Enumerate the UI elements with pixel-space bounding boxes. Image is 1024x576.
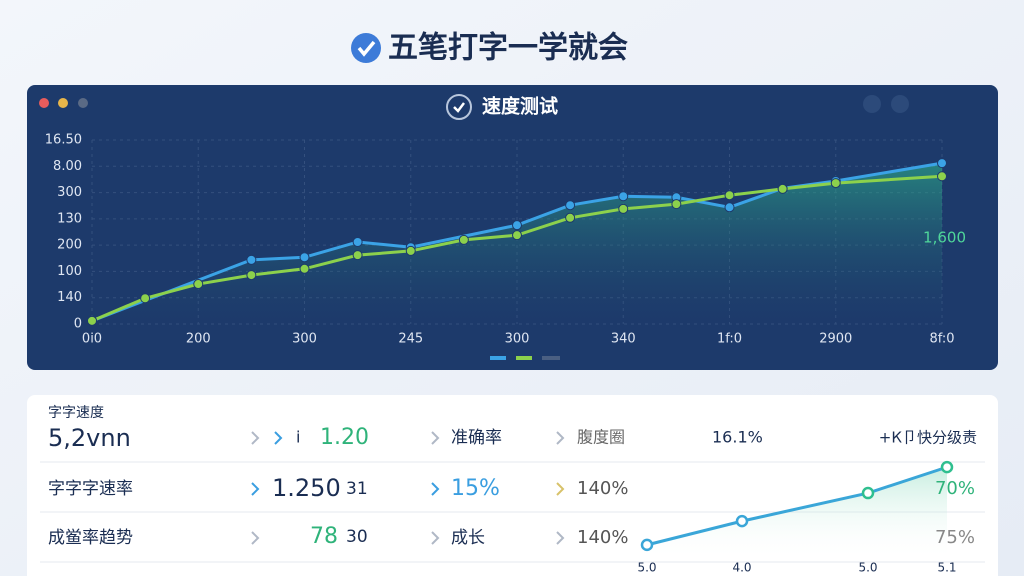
- x-tick-label: 340: [611, 332, 636, 347]
- data-point: [352, 250, 363, 261]
- sparkline-line: [646, 465, 948, 547]
- y-tick-label: 16.50: [45, 133, 82, 148]
- data-point: [140, 293, 151, 304]
- title-icon: [351, 33, 381, 63]
- chevron: [431, 431, 440, 445]
- y-tick-label: 8.00: [53, 159, 82, 174]
- sparkline-x-label: 4.0: [732, 561, 751, 575]
- window-icon: [446, 94, 472, 120]
- stat-label: 成长: [451, 528, 485, 548]
- data-point: [724, 202, 735, 213]
- data-point: [87, 315, 97, 326]
- y-tick-label: 0: [74, 317, 82, 332]
- data-point: [618, 191, 629, 202]
- page-title: 五笔打字一学就会: [388, 31, 628, 66]
- data-point: [246, 254, 257, 265]
- data-point: [937, 171, 947, 182]
- data-point: [671, 199, 682, 210]
- chevron: [556, 531, 565, 545]
- data-point: [193, 279, 204, 290]
- stat-value: 15%: [451, 476, 500, 501]
- window-title: 速度测试: [482, 95, 558, 118]
- data-point: [724, 190, 735, 201]
- y-tick-label: 100: [57, 264, 82, 279]
- data-point: [937, 158, 947, 169]
- stat-value: 75%: [935, 527, 975, 548]
- toolbar-button[interactable]: [891, 95, 909, 113]
- chevron: [431, 531, 440, 545]
- data-point: [565, 200, 576, 211]
- x-tick-label: 300: [505, 332, 530, 347]
- sparkline-x-label: 5.0: [637, 561, 656, 575]
- x-tick-label: 200: [186, 332, 211, 347]
- sparkline-point: [735, 514, 749, 528]
- data-point: [618, 203, 629, 214]
- stat-text: 31: [346, 479, 368, 499]
- area: [92, 163, 942, 324]
- stat-label: +К卩快分级责: [879, 429, 977, 447]
- y-tick-label: 200: [57, 238, 82, 253]
- x-tick-label: 2900: [819, 332, 852, 347]
- annotation: 1,600: [923, 229, 966, 247]
- title-check: [357, 40, 376, 57]
- stat-label: 字字字速率: [48, 479, 133, 499]
- sparkline-x-label: 5.0: [858, 561, 877, 575]
- toolbar-button[interactable]: [863, 95, 881, 113]
- stat-value: 70%: [935, 478, 975, 499]
- data-point: [512, 220, 522, 231]
- window-check: [453, 102, 465, 113]
- stat-value: 78: [310, 524, 338, 549]
- stat-text: 30: [346, 527, 368, 547]
- data-point: [512, 230, 522, 241]
- data-point: [458, 234, 469, 245]
- sparkline-point: [940, 460, 954, 474]
- data-point: [565, 212, 576, 223]
- x-tick-label: 300: [292, 332, 317, 347]
- stat-label: 字字速度: [48, 405, 104, 421]
- chevron: [556, 482, 565, 496]
- window-close[interactable]: [39, 98, 49, 108]
- data-point: [830, 178, 841, 189]
- sparkline-point: [861, 486, 875, 500]
- y-tick-label: 140: [57, 290, 82, 305]
- chevron: [251, 531, 260, 545]
- x-tick-label: 245: [398, 332, 423, 347]
- stat-label: 成鲎率趋势: [48, 528, 133, 548]
- window-minimize[interactable]: [58, 98, 68, 108]
- data-point: [299, 263, 310, 274]
- data-point: [352, 236, 363, 247]
- chevron: [431, 482, 440, 496]
- chevron: [251, 431, 260, 445]
- sparkline-area: [647, 467, 947, 560]
- stat-value: 1.250: [272, 474, 341, 502]
- y-tick-label: 300: [57, 185, 82, 200]
- stat-label: 腹度圈: [577, 428, 625, 447]
- stat-value: 140%: [577, 478, 628, 499]
- data-point: [299, 252, 310, 263]
- data-point: [246, 270, 257, 281]
- stat-text: i: [296, 428, 300, 447]
- x-tick-label: 1f:0: [717, 332, 742, 347]
- x-tick-label: 8f:0: [929, 332, 954, 347]
- stat-label: 准确率: [451, 428, 502, 448]
- sparkline: 5.0 4.0 5.0 5.1: [637, 460, 957, 575]
- chevron: [251, 482, 260, 496]
- series-line: [91, 174, 943, 323]
- y-tick-label: 130: [57, 211, 82, 226]
- stat-value: 140%: [577, 527, 628, 548]
- stat-value: 16.1%: [712, 428, 763, 447]
- stat-value: 5,2vnn: [48, 424, 131, 452]
- data-point: [405, 245, 416, 256]
- chevron: [274, 431, 283, 445]
- window-maximize[interactable]: [78, 98, 88, 108]
- sparkline-point: [640, 538, 654, 552]
- stat-value: 1.20: [320, 425, 369, 450]
- sparkline-x-label: 5.1: [937, 561, 956, 575]
- x-tick-label: 0i0: [82, 332, 102, 347]
- chevron: [556, 431, 565, 445]
- data-point: [777, 183, 788, 194]
